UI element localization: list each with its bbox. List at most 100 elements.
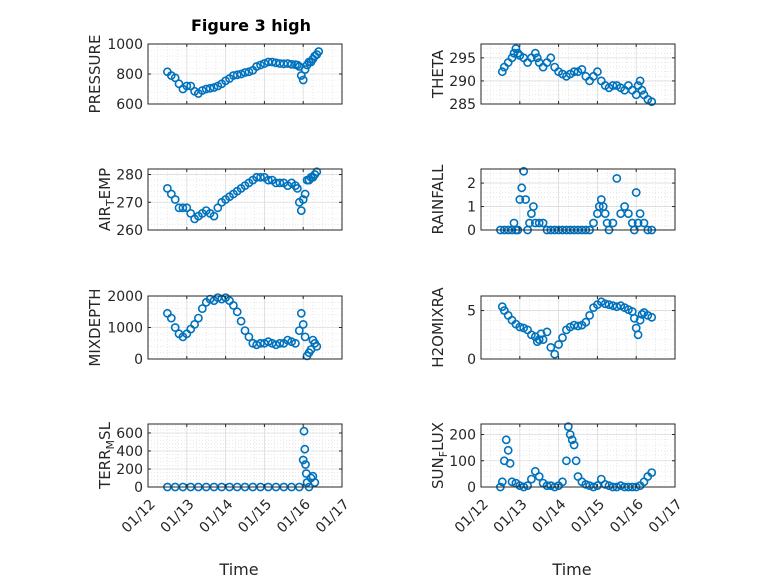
data-point	[577, 65, 587, 74]
data-point	[275, 338, 285, 348]
y-tick-label: 295	[449, 51, 476, 67]
data-point	[312, 341, 322, 351]
data-point	[298, 75, 308, 85]
data-point	[507, 477, 517, 487]
data-point	[647, 468, 657, 477]
data-point	[252, 340, 261, 350]
y-tick-label: 0	[134, 480, 143, 496]
y-tick-label: 200	[449, 428, 476, 444]
y-tick-label: 280	[116, 168, 143, 184]
data-point	[554, 340, 563, 349]
y-tick-label: 0	[467, 223, 476, 239]
data-point	[290, 338, 300, 348]
data-point	[608, 218, 618, 228]
data-point	[298, 319, 308, 329]
data-point	[620, 202, 629, 211]
data-point	[515, 195, 525, 204]
data-point	[530, 48, 540, 58]
data-point	[503, 445, 513, 455]
data-point	[300, 189, 310, 199]
data-point	[600, 479, 610, 489]
data-point	[639, 218, 649, 228]
y-axis-label: THETA	[429, 49, 447, 99]
data-point	[256, 60, 265, 70]
x-axis-label: Time	[218, 560, 258, 579]
data-point	[275, 178, 285, 188]
y-tick-label: 2000	[107, 289, 143, 305]
axes-box	[480, 295, 676, 360]
data-point	[525, 218, 534, 228]
y-axis-label: RAINFALL	[429, 164, 447, 235]
data-point	[232, 70, 242, 80]
x-tick-label: 01/15	[568, 496, 608, 536]
data-point	[292, 183, 302, 193]
y-tick-label: 1000	[107, 37, 143, 53]
y-tick-label: 200	[116, 462, 143, 478]
data-point	[201, 84, 211, 94]
data-point	[511, 44, 521, 53]
data-point	[573, 321, 583, 331]
data-point	[236, 69, 246, 79]
data-point	[244, 67, 254, 77]
data-point	[244, 332, 254, 342]
data-point	[517, 183, 527, 193]
data-point	[581, 479, 591, 489]
data-point	[581, 317, 591, 327]
y-tick-label: 260	[116, 223, 143, 239]
data-point	[534, 218, 544, 228]
subplot-h2omixra: 0 5 H2OMIXRA	[429, 287, 676, 368]
y-tick-label: 270	[116, 195, 143, 211]
data-point	[633, 330, 643, 340]
data-point	[240, 326, 250, 335]
data-point	[501, 435, 511, 445]
data-point	[301, 460, 310, 469]
data-point	[629, 313, 639, 323]
x-tick-label: 01/15	[235, 496, 275, 536]
data-point	[252, 62, 261, 71]
data-point	[571, 456, 581, 466]
data-point	[600, 299, 610, 309]
data-point	[635, 209, 645, 218]
data-point	[546, 342, 556, 352]
data-point	[193, 313, 203, 323]
x-tick-label: 01/16	[274, 496, 314, 536]
y-axis-label: SUNFLUX	[429, 422, 450, 489]
data-point	[197, 304, 207, 313]
data-point	[542, 327, 552, 337]
x-tick-label: 01/17	[313, 496, 353, 536]
data-point	[604, 300, 614, 310]
subplot-sun-flux: 0 100 200SUNFLUX01/1201/1301/1401/1501/160…	[429, 422, 686, 579]
x-tick-label: 01/16	[607, 496, 647, 536]
data-point	[310, 478, 320, 487]
data-point	[299, 426, 309, 436]
data-point	[558, 477, 567, 487]
data-point	[569, 440, 579, 450]
axes-box	[480, 43, 676, 105]
data-point	[608, 81, 618, 90]
y-axis-label: TERRMSL	[96, 421, 117, 490]
data-point	[562, 456, 571, 466]
data-point	[190, 319, 199, 329]
y-axis-label: MIXDEPTH	[86, 288, 104, 366]
x-tick-label: 01/17	[646, 496, 686, 536]
y-axis-label: H2OMIXRA	[429, 287, 447, 368]
data-point	[538, 218, 548, 228]
data-point	[287, 59, 296, 69]
data-point	[170, 195, 180, 204]
data-point	[529, 202, 538, 211]
data-point	[497, 67, 507, 77]
data-point	[300, 444, 310, 454]
data-point	[505, 458, 515, 468]
data-point	[631, 188, 641, 197]
x-tick-label: 01/12	[452, 496, 492, 536]
data-point	[256, 338, 265, 348]
data-point	[312, 167, 322, 177]
x-tick-label: 01/13	[491, 496, 531, 536]
data-point	[515, 322, 525, 332]
y-tick-label: 285	[449, 97, 476, 113]
data-point	[593, 67, 602, 77]
